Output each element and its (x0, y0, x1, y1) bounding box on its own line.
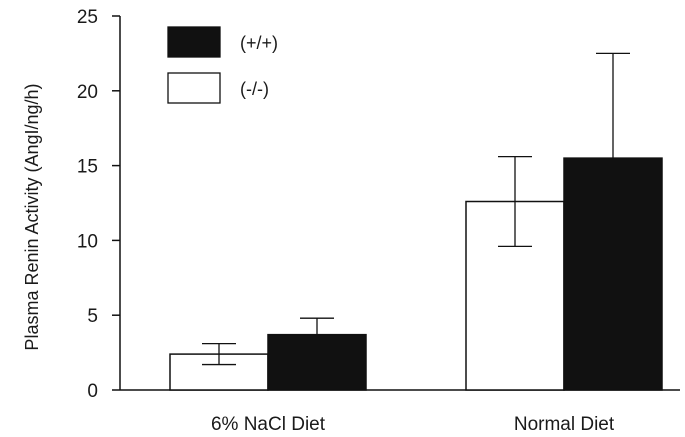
y-tick-label: 5 (87, 306, 98, 327)
y-tick-label: 0 (87, 381, 98, 402)
bars (169, 157, 663, 391)
legend-label: (+/+) (240, 33, 278, 53)
error-bars (202, 52, 630, 366)
y-tick-label: 10 (77, 231, 98, 252)
bar-knockout (169, 353, 269, 391)
legend-label: (-/-) (240, 79, 269, 99)
y-tick-label: 15 (77, 157, 98, 178)
bar-wildtype (267, 333, 367, 391)
bar-wildtype (563, 157, 663, 391)
x-category-label: Normal Diet (514, 414, 615, 435)
legend-swatch (167, 26, 221, 58)
legend: (+/+) (-/-) (167, 26, 278, 104)
y-tick-label: 25 (77, 7, 98, 28)
y-axis-label: Plasma Renin Activity (AngI/ng/h) (22, 83, 42, 350)
legend-swatch (167, 72, 221, 104)
y-tick-label: 20 (77, 82, 98, 103)
x-category-label: 6% NaCl Diet (211, 414, 326, 435)
